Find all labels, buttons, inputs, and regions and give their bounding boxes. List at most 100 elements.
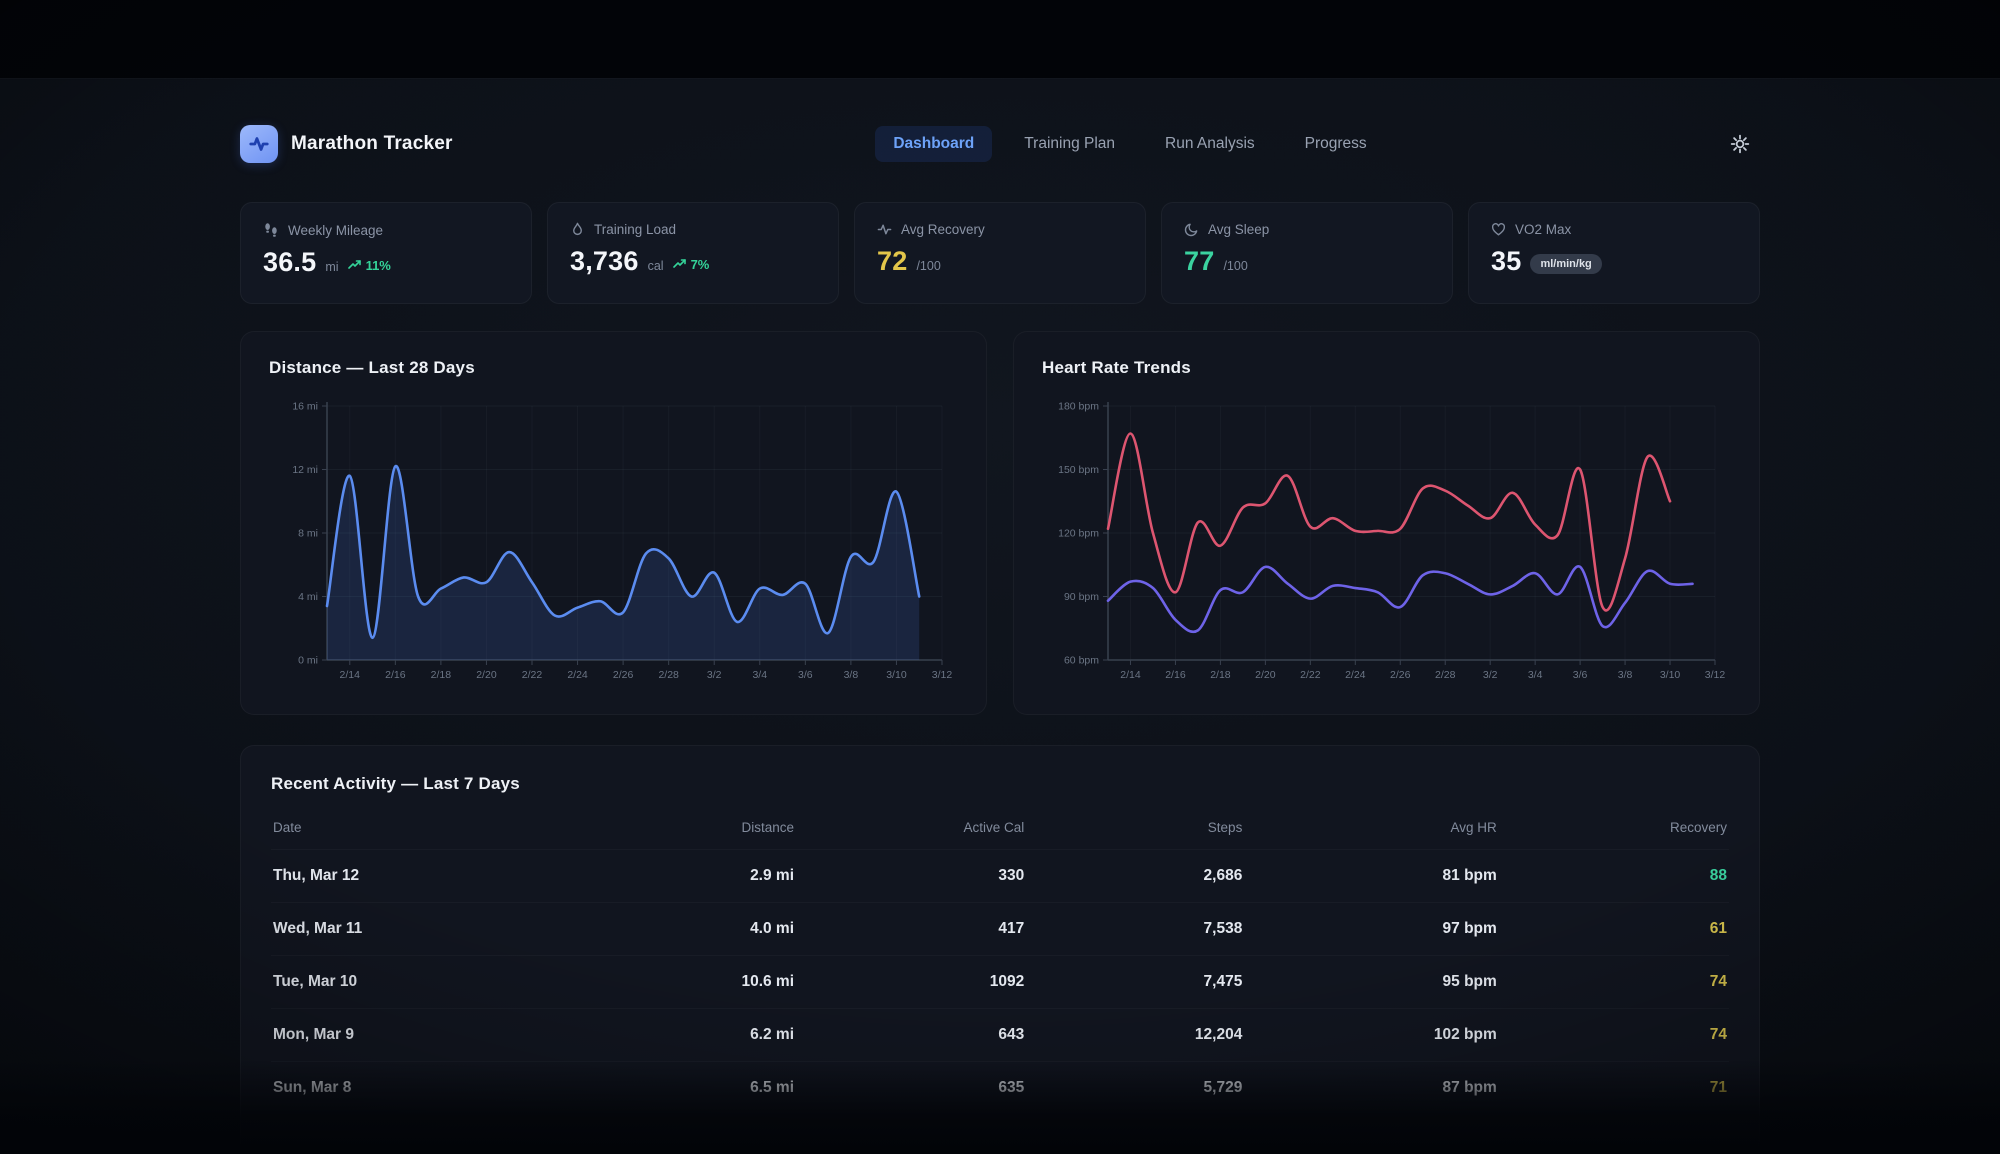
- cell-steps: 12,204: [1194, 1026, 1243, 1043]
- app-logo: [240, 125, 278, 163]
- svg-text:2/24: 2/24: [567, 669, 588, 681]
- stat-card-weekly-mileage: Weekly Mileage 36.5 mi 11%: [240, 202, 532, 304]
- app-title: Marathon Tracker: [291, 133, 453, 154]
- cell-recovery: 74: [1709, 1026, 1727, 1043]
- svg-text:150 bpm: 150 bpm: [1058, 464, 1099, 476]
- svg-text:3/12: 3/12: [932, 669, 953, 681]
- svg-text:3/6: 3/6: [798, 669, 813, 681]
- stat-unit: cal: [647, 259, 664, 273]
- stat-value: 72: [877, 246, 908, 276]
- unit-badge: ml/min/kg: [1530, 254, 1602, 274]
- cell-distance: 4.0 mi: [750, 920, 795, 937]
- svg-text:2/16: 2/16: [385, 669, 406, 681]
- stat-card-training-load: Training Load 3,736 cal 7%: [547, 202, 839, 304]
- tab-training-plan[interactable]: Training Plan: [1006, 126, 1133, 162]
- cell-distance: 2.9 mi: [750, 867, 795, 884]
- stat-value: 3,736: [570, 246, 639, 276]
- stat-card-avg-recovery: Avg Recovery 72 /100: [854, 202, 1146, 304]
- svg-text:120 bpm: 120 bpm: [1058, 528, 1099, 540]
- cell-steps: 2,686: [1203, 867, 1243, 884]
- svg-text:2/26: 2/26: [613, 669, 634, 681]
- svg-text:2/24: 2/24: [1345, 669, 1366, 681]
- cell-date: Tue, Mar 10: [273, 973, 358, 990]
- svg-text:16 mi: 16 mi: [292, 401, 318, 413]
- main-nav: Dashboard Training Plan Run Analysis Pro…: [540, 126, 1720, 162]
- flame-icon: [573, 222, 582, 236]
- col-header-distance: Distance: [741, 820, 795, 835]
- svg-text:2/28: 2/28: [658, 669, 679, 681]
- cell-steps: 7,538: [1203, 920, 1243, 937]
- cell-avg-hr: 102 bpm: [1433, 1026, 1497, 1043]
- cell-recovery: 71: [1709, 1079, 1727, 1096]
- svg-text:3/8: 3/8: [1618, 669, 1633, 681]
- svg-text:8 mi: 8 mi: [298, 528, 318, 540]
- svg-text:3/6: 3/6: [1573, 669, 1588, 681]
- cell-active-cal: 1092: [989, 973, 1025, 990]
- svg-text:2/26: 2/26: [1390, 669, 1411, 681]
- svg-text:2/20: 2/20: [476, 669, 497, 681]
- table-row: Tue, Mar 10 10.6 mi 1092 7,475 95 bpm 74: [271, 955, 1729, 1008]
- recent-activity-card: Recent Activity — Last 7 Days Date Dista…: [240, 745, 1760, 1154]
- svg-text:3/10: 3/10: [886, 669, 907, 681]
- cell-date: Thu, Mar 12: [273, 867, 360, 884]
- table-header: Date Distance Active Cal Steps Avg HR Re…: [271, 820, 1729, 849]
- svg-text:3/10: 3/10: [1660, 669, 1681, 681]
- distance-line-chart: 0 mi 4 mi 8 mi 12 mi 16 mi 2/14 2/16 2/18 2/20 2/…: [269, 394, 958, 694]
- svg-text:3/4: 3/4: [1528, 669, 1543, 681]
- moon-icon: [1184, 223, 1198, 237]
- cell-distance: 6.2 mi: [750, 1026, 795, 1043]
- stat-value: 77: [1184, 246, 1215, 276]
- chart-title: Heart Rate Trends: [1042, 358, 1191, 377]
- table-row: Sun, Mar 8 6.5 mi 635 5,729 87 bpm 71: [271, 1061, 1729, 1114]
- svg-text:0 mi: 0 mi: [298, 655, 318, 667]
- svg-text:90 bpm: 90 bpm: [1064, 591, 1099, 603]
- tab-progress[interactable]: Progress: [1287, 126, 1385, 162]
- svg-text:2/14: 2/14: [1120, 669, 1141, 681]
- svg-text:2/28: 2/28: [1435, 669, 1456, 681]
- cell-active-cal: 635: [998, 1079, 1025, 1096]
- distance-chart-card: Distance — Last 28 Days 0 mi 4 mi 8 mi 12 m…: [240, 331, 987, 715]
- stat-label: Avg Sleep: [1208, 222, 1270, 237]
- stat-label: VO2 Max: [1515, 222, 1572, 237]
- stat-label: Weekly Mileage: [288, 222, 384, 238]
- stat-card-avg-sleep: Avg Sleep 77 /100: [1161, 202, 1453, 304]
- settings-button[interactable]: [1720, 124, 1760, 164]
- svg-text:3/4: 3/4: [752, 669, 767, 681]
- svg-text:2/22: 2/22: [522, 669, 543, 681]
- cell-avg-hr: 87 bpm: [1442, 1079, 1497, 1096]
- svg-text:3/2: 3/2: [707, 669, 722, 681]
- svg-text:3/2: 3/2: [1483, 669, 1498, 681]
- cell-date: Sun, Mar 8: [273, 1079, 352, 1096]
- stat-unit: /100: [916, 259, 941, 273]
- activity-icon: [249, 137, 269, 151]
- col-header-steps: Steps: [1207, 820, 1243, 835]
- cell-avg-hr: 95 bpm: [1442, 973, 1497, 990]
- stat-trend: 7%: [672, 257, 709, 272]
- heart-icon: [1491, 223, 1506, 236]
- svg-text:4 mi: 4 mi: [298, 591, 318, 603]
- tab-dashboard[interactable]: Dashboard: [875, 126, 993, 162]
- col-header-avg-hr: Avg HR: [1450, 820, 1497, 835]
- footprints-icon: [265, 223, 277, 237]
- stat-label: Training Load: [594, 222, 677, 237]
- app-surface: Marathon Tracker Dashboard Training Plan…: [0, 78, 2000, 1154]
- cell-steps: 7,475: [1203, 973, 1243, 990]
- svg-text:3/12: 3/12: [1705, 669, 1726, 681]
- cell-date: Mon, Mar 9: [273, 1026, 354, 1043]
- col-header-date: Date: [273, 820, 302, 835]
- brand: Marathon Tracker: [240, 125, 540, 163]
- table-row: Wed, Mar 11 4.0 mi 417 7,538 97 bpm 61: [271, 902, 1729, 955]
- svg-text:12 mi: 12 mi: [292, 464, 318, 476]
- stat-value: 35: [1491, 246, 1522, 276]
- stat-value: 36.5: [263, 247, 317, 277]
- stat-unit: mi: [325, 260, 339, 274]
- cell-active-cal: 330: [998, 867, 1025, 884]
- stat-label: Avg Recovery: [901, 222, 985, 237]
- gear-icon: [1730, 134, 1750, 154]
- heart-rate-line-chart: 60 bpm 90 bpm 120 bpm 150 bpm 180 bpm 2/14 2/1…: [1042, 394, 1731, 694]
- cell-recovery: 88: [1709, 867, 1727, 884]
- col-header-recovery: Recovery: [1669, 820, 1727, 835]
- tab-run-analysis[interactable]: Run Analysis: [1147, 126, 1273, 162]
- cell-active-cal: 643: [998, 1026, 1025, 1043]
- trending-up-icon: [347, 260, 361, 269]
